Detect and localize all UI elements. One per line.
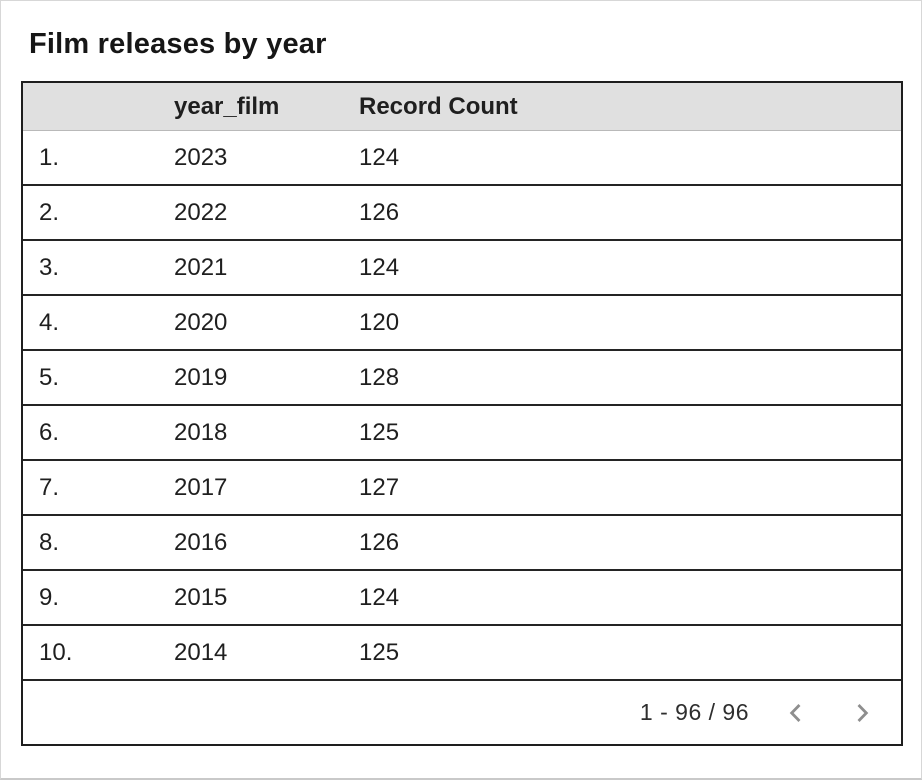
year-film-cell: 2015 <box>174 584 228 611</box>
record-count-cell: 127 <box>359 474 400 501</box>
table-row: 3. 2021 124 <box>23 241 901 296</box>
record-count-cell: 124 <box>359 584 400 611</box>
year-film-cell: 2023 <box>174 144 228 171</box>
record-count-cell: 120 <box>359 309 400 336</box>
year-film-cell: 2020 <box>174 309 228 336</box>
column-header-row-number <box>23 83 158 130</box>
column-header-year-film[interactable]: year_film <box>174 93 280 120</box>
next-page-button[interactable] <box>849 700 875 726</box>
chevron-left-icon <box>783 700 809 726</box>
record-count-cell: 125 <box>359 639 400 666</box>
column-header-record-count[interactable]: Record Count <box>359 93 518 120</box>
row-number-cell: 3. <box>39 254 60 281</box>
year-film-cell: 2017 <box>174 474 228 501</box>
table-row: 7. 2017 127 <box>23 461 901 516</box>
record-count-cell: 126 <box>359 529 400 556</box>
record-count-cell: 126 <box>359 199 400 226</box>
row-number-cell: 10. <box>39 639 73 666</box>
pagination-range: 1 - 96 / 96 <box>639 699 749 725</box>
table-row: 5. 2019 128 <box>23 351 901 406</box>
table-footer: 1 - 96 / 96 <box>23 681 901 744</box>
table-row: 9. 2015 124 <box>23 571 901 626</box>
record-count-cell: 125 <box>359 419 400 446</box>
data-table: year_film Record Count 1. 2023 124 2. 20… <box>21 81 903 746</box>
row-number-cell: 5. <box>39 364 60 391</box>
year-film-cell: 2016 <box>174 529 228 556</box>
table-row: 6. 2018 125 <box>23 406 901 461</box>
page-title: Film releases by year <box>29 28 327 60</box>
row-number-cell: 4. <box>39 309 60 336</box>
table-row: 10. 2014 125 <box>23 626 901 681</box>
table-header-row: year_film Record Count <box>23 83 901 131</box>
row-number-cell: 9. <box>39 584 60 611</box>
row-number-cell: 1. <box>39 144 60 171</box>
year-film-cell: 2019 <box>174 364 228 391</box>
record-count-cell: 124 <box>359 144 400 171</box>
chevron-right-icon <box>849 700 875 726</box>
row-number-cell: 2. <box>39 199 60 226</box>
table-row: 8. 2016 126 <box>23 516 901 571</box>
year-film-cell: 2022 <box>174 199 228 226</box>
prev-page-button[interactable] <box>783 700 809 726</box>
table-row: 2. 2022 126 <box>23 186 901 241</box>
table-row: 4. 2020 120 <box>23 296 901 351</box>
year-film-cell: 2014 <box>174 639 228 666</box>
row-number-cell: 8. <box>39 529 60 556</box>
record-count-cell: 128 <box>359 364 400 391</box>
table-row: 1. 2023 124 <box>23 131 901 186</box>
year-film-cell: 2018 <box>174 419 228 446</box>
row-number-cell: 7. <box>39 474 60 501</box>
row-number-cell: 6. <box>39 419 60 446</box>
year-film-cell: 2021 <box>174 254 228 281</box>
record-count-cell: 124 <box>359 254 400 281</box>
